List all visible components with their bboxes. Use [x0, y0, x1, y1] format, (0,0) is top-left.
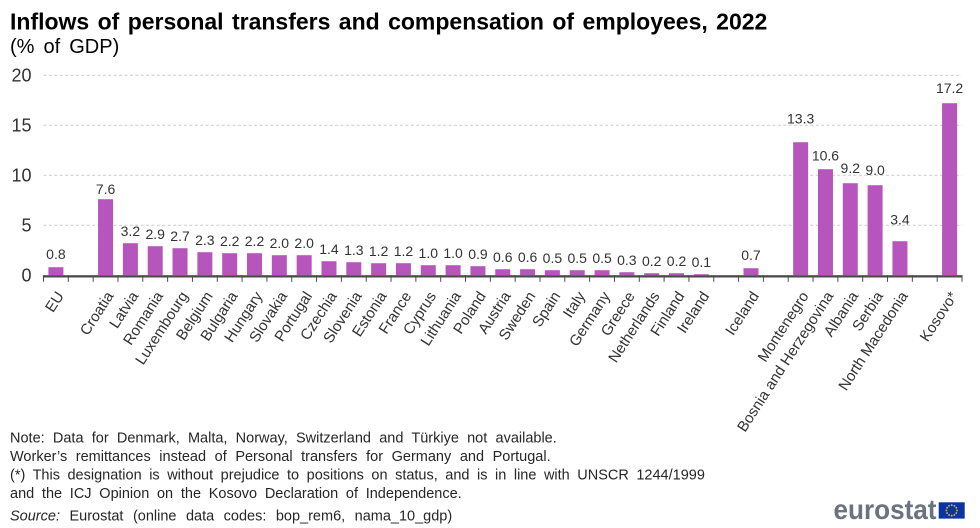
svg-text:1.0: 1.0	[419, 245, 439, 261]
svg-text:0.2: 0.2	[667, 253, 687, 269]
svg-text:10: 10	[11, 166, 31, 186]
svg-text:0.6: 0.6	[518, 249, 538, 265]
svg-text:10.6: 10.6	[812, 148, 839, 164]
svg-text:1.2: 1.2	[369, 243, 389, 259]
svg-text:17.2: 17.2	[936, 80, 963, 96]
svg-text:2.3: 2.3	[195, 232, 215, 248]
svg-text:2.2: 2.2	[220, 233, 240, 249]
svg-text:1.2: 1.2	[394, 243, 414, 259]
svg-text:0.5: 0.5	[592, 250, 612, 266]
svg-text:2.7: 2.7	[170, 228, 190, 244]
svg-text:0.9: 0.9	[468, 246, 488, 262]
svg-text:Worker’s remittances instead o: Worker’s remittances instead of Personal…	[10, 449, 551, 465]
svg-text:0.1: 0.1	[692, 254, 712, 270]
svg-text:0.3: 0.3	[617, 252, 637, 268]
svg-text:3.4: 3.4	[890, 212, 910, 228]
svg-text:2.0: 2.0	[294, 235, 314, 251]
svg-text:1.4: 1.4	[319, 241, 339, 257]
svg-text:0: 0	[21, 266, 31, 286]
svg-text:(*) This designation is withou: (*) This designation is without prejudic…	[10, 468, 705, 484]
svg-text:0.2: 0.2	[642, 253, 662, 269]
svg-text:2.9: 2.9	[145, 226, 165, 242]
svg-text:0.8: 0.8	[46, 246, 66, 262]
svg-text:0.7: 0.7	[741, 247, 761, 263]
svg-text:0.5: 0.5	[567, 250, 587, 266]
svg-text:9.0: 9.0	[865, 162, 885, 178]
svg-text:15: 15	[11, 116, 31, 136]
svg-text:13.3: 13.3	[787, 111, 814, 127]
svg-text:Source: Eurostat (online data: Source: Eurostat (online data codes: bop…	[10, 508, 452, 524]
svg-text:Inflows of personal transfers: Inflows of personal transfers and compen…	[10, 9, 767, 35]
svg-text:9.2: 9.2	[841, 160, 861, 176]
svg-text:eurostat: eurostat	[834, 494, 937, 525]
svg-text:and the ICJ Opinion on the Kos: and the ICJ Opinion on the Kosovo Declar…	[10, 486, 462, 502]
svg-text:2.0: 2.0	[270, 235, 290, 251]
svg-text:2.2: 2.2	[245, 233, 265, 249]
svg-text:Note: Data for Denmark, Malta,: Note: Data for Denmark, Malta, Norway, S…	[10, 430, 557, 446]
svg-text:(% of GDP): (% of GDP)	[10, 36, 119, 58]
svg-text:5: 5	[21, 216, 31, 236]
svg-text:0.6: 0.6	[493, 249, 513, 265]
svg-text:0.5: 0.5	[543, 250, 563, 266]
svg-text:1.0: 1.0	[443, 245, 463, 261]
svg-text:20: 20	[11, 66, 31, 86]
svg-text:1.3: 1.3	[344, 242, 364, 258]
svg-text:7.6: 7.6	[96, 181, 116, 197]
svg-text:3.2: 3.2	[121, 223, 141, 239]
